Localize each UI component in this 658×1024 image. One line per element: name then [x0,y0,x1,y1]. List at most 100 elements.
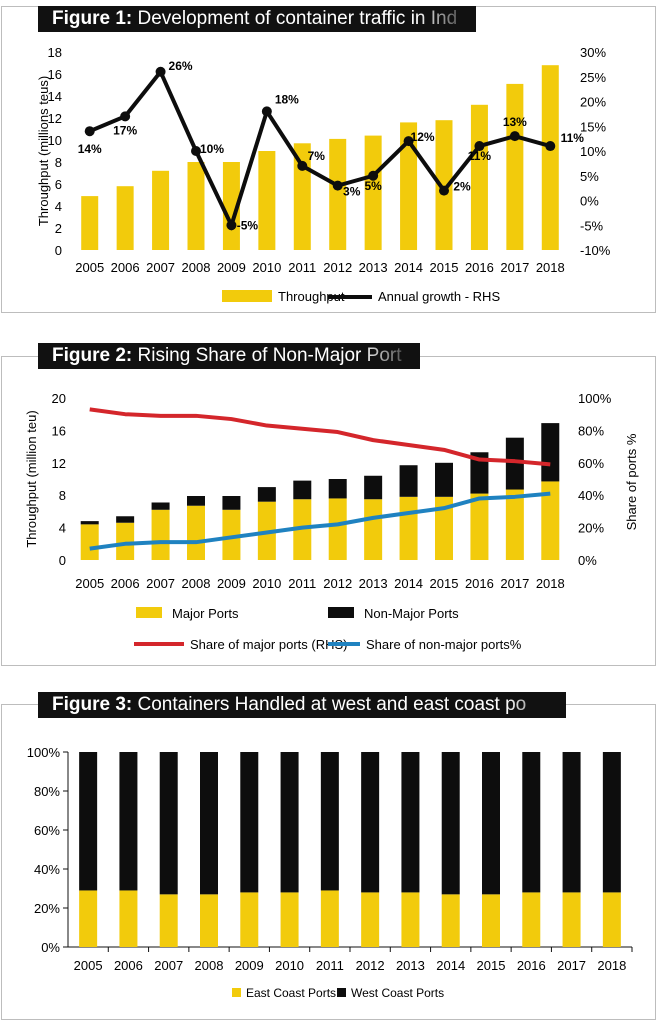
y2-tick-label: 0% [580,194,599,209]
y2-tick-label: 80% [578,423,604,438]
non-major-ports-bar [328,479,347,499]
throughput-bar [470,104,488,250]
figure-1-title-text: Development of container traffic in Ind [137,8,458,29]
legend-share-major-label: Share of major ports (RHS) [190,637,348,652]
non-major-ports-bar [257,487,276,502]
major-ports-bar [470,493,489,560]
annual-growth-point [439,185,449,196]
x-tick-label: 2005 [75,576,104,591]
major-ports-bar [293,499,312,560]
y-axis-label: Throughput (millions teus) [36,76,51,226]
figure-3-chart: 0% 20% 40% 60% 80% 100% 2005 2006 2007 2008 2009 20… [27,745,633,1000]
west-coast-bar [280,752,299,893]
y-tick-label: 4 [59,521,66,536]
y-tick-label: 10 [48,133,62,148]
x-tick-label: 2018 [536,576,565,591]
x-tick-label: 2006 [111,576,140,591]
annual-growth-point [84,126,95,137]
y2-tick-label: 5% [580,169,599,184]
figure-2-title: Figure 2: Rising Share of Non-Major Port [38,343,420,369]
annual-growth-point [403,136,414,147]
y-axis-label: Throughput (million teu) [24,410,39,547]
major-ports-bar [187,505,205,560]
y2-tick-label: 15% [580,119,606,134]
growth-data-label: 18% [275,92,299,106]
major-ports-bar [364,499,383,560]
x-tick-label: 2007 [146,576,175,591]
annual-growth-point [545,141,556,152]
west-coast-bar [361,752,380,893]
east-coast-bar [159,894,178,947]
west-coast-bar [562,752,581,893]
west-coast-bar [482,752,500,895]
non-major-ports-bar [470,452,489,494]
east-coast-bar [119,890,138,947]
annual-growth-point [120,111,131,122]
major-ports-bar [328,498,347,560]
y-tick-label: 0 [59,553,66,568]
x-tick-label: 2012 [356,958,385,973]
non-major-ports-bar [364,475,383,500]
legend-growth-label: Annual growth - RHS [378,289,500,304]
west-coast-bar [602,752,621,893]
y-tick-label: 40% [34,862,60,877]
x-tick-label: 2011 [288,576,316,591]
x-tick-label: 2006 [111,260,140,275]
y-tick-label: 60% [34,823,60,838]
x-tick-label: 2017 [500,260,529,275]
y-tick-label: 8 [59,488,66,503]
legend-non-major-swatch [328,607,354,618]
x-tick-label: 2009 [235,958,264,973]
figure-2-title-text: Rising Share of Non-Major Port [137,345,402,366]
x-tick-label: 2015 [430,260,459,275]
x-tick-label: 2014 [394,260,423,275]
west-coast-bar [119,752,138,891]
major-ports-bar [505,489,524,560]
legend-throughput-swatch [222,290,272,302]
annual-growth-point [332,180,343,191]
east-coast-bar [200,894,218,947]
west-coast-bar [200,752,218,895]
x-tick-label: 2011 [288,260,316,275]
major-ports-bar [151,509,170,560]
y-tick-label: 20% [34,901,60,916]
major-ports-bar [435,496,453,560]
legend-share-non-major-label: Share of non-major ports% [366,637,522,652]
growth-data-label: 12% [411,130,435,144]
east-coast-bar [361,892,380,947]
major-ports-bar [222,509,241,560]
non-major-ports-bar [151,502,170,510]
y2-tick-label: 40% [578,488,604,503]
x-tick-label: 2012 [323,576,352,591]
legend-non-major-label: Non-Major Ports [364,606,459,621]
throughput-bar [364,135,382,250]
y2-tick-label: 60% [578,456,604,471]
x-tick-label: 2016 [465,260,494,275]
y2-tick-label: 0% [578,553,597,568]
east-coast-bar [602,892,621,947]
growth-data-label: -5% [237,218,259,232]
figure-3-label: Figure 3: [52,694,133,715]
legend-throughput-label: Throughput [278,289,345,304]
major-ports-bar [116,522,135,560]
east-coast-bar [280,892,299,947]
y2-tick-label: 20% [578,521,604,536]
growth-data-label: 26% [169,59,193,73]
throughput-bar [329,138,347,250]
major-ports-bar [541,481,560,560]
west-coast-bar [522,752,541,893]
y-tick-label: 12 [48,111,62,126]
annual-growth-point [474,141,485,152]
east-coast-bar [441,894,460,947]
y-tick-label: 18 [48,45,62,60]
growth-data-label: 3% [343,185,361,199]
west-coast-bar [320,752,339,891]
x-tick-label: 2007 [154,958,183,973]
figure-1-label: Figure 1: [52,8,133,29]
figure-3-title: Figure 3: Containers Handled at west and… [38,692,566,718]
x-tick-label: 2014 [436,958,465,973]
x-tick-label: 2016 [465,576,494,591]
major-ports-bar [399,496,418,560]
west-coast-bar [79,752,98,891]
west-coast-bar [441,752,460,895]
